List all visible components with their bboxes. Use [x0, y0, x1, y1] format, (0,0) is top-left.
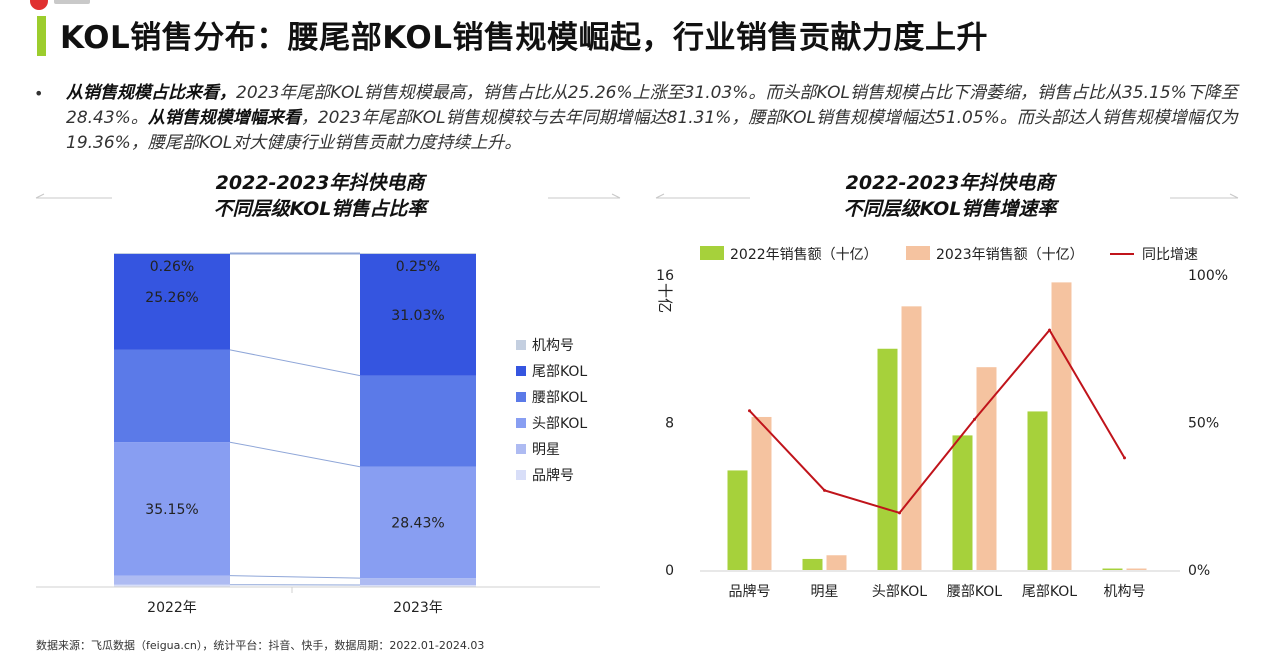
bar-2022年销售额（十亿）-头部KOL — [877, 348, 898, 570]
brand-logo-icon — [30, 0, 48, 10]
bar-2023年销售额（十亿）-明星 — [826, 555, 847, 570]
bar-segment-机构号-2023年 — [360, 253, 476, 254]
bar-segment-品牌号-2022年 — [114, 584, 230, 587]
bar-2022年销售额（十亿）-品牌号 — [727, 470, 748, 570]
y2-tick-label-0%: 0% — [1188, 563, 1210, 579]
bar-segment-尾部KOL-2023年 — [360, 253, 476, 376]
bar-segment-明星-2023年 — [360, 578, 476, 586]
legend-label-同比增速: 同比增速 — [1142, 247, 1198, 263]
summary-bold-1: 从销售规模占比来看， — [66, 83, 236, 103]
left-chart-title-line2: 不同层级KOL销售占比率 — [213, 198, 427, 220]
y-axis-label: 十亿 — [656, 283, 674, 313]
bar-segment-品牌号-2023年 — [360, 585, 476, 587]
bar-2023年销售额（十亿）-机构号 — [1126, 568, 1147, 570]
bar-segment-头部KOL-2022年 — [114, 442, 230, 576]
brand-logo-text — [54, 0, 90, 4]
left-chart-title: 2022-2023年抖快电商 不同层级KOL销售占比率 — [160, 170, 480, 222]
data-label-尾部KOL-2022年: 25.26% — [145, 290, 198, 306]
legend-swatch-2022年销售额（十亿） — [700, 246, 724, 260]
line-point-腰部KOL — [973, 417, 976, 421]
summary-bold-2: 从销售规模增幅来看 — [147, 108, 301, 128]
data-label-尾部KOL-2023年: 31.03% — [391, 308, 444, 324]
legend-label-2023年销售额（十亿）: 2023年销售额（十亿） — [936, 247, 1084, 263]
data-source-note: 数据来源：飞瓜数据（feigua.cn），统计平台：抖音、快手，数据周期：202… — [36, 639, 485, 652]
connector-line-头部KOL-3 — [229, 575, 361, 579]
legend-label-2022年销售额（十亿）: 2022年销售额（十亿） — [730, 247, 878, 263]
bar-segment-机构号-2022年 — [114, 253, 230, 254]
summary-text-1: 2023年尾部KOL销售规模最高，销售占比从25.26%上涨至31.03%。而头… — [66, 83, 1238, 128]
legend-label-头部KOL: 头部KOL — [532, 416, 587, 432]
right-chart-title-line2: 不同层级KOL销售增速率 — [843, 198, 1057, 220]
x-tick-label-2022年: 2022年 — [147, 600, 197, 616]
legend-swatch-机构号 — [516, 340, 526, 350]
line-point-明星 — [823, 488, 826, 492]
bar-segment-腰部KOL-2023年 — [360, 375, 476, 467]
line-point-头部KOL — [898, 511, 901, 515]
bar-2023年销售额（十亿）-腰部KOL — [976, 367, 997, 570]
bar-2023年销售额（十亿）-头部KOL — [901, 306, 922, 570]
legend-swatch-头部KOL — [516, 418, 526, 428]
legend-swatch-腰部KOL — [516, 392, 526, 402]
line-point-品牌号 — [748, 409, 751, 413]
data-label-头部KOL-2022年: 35.15% — [145, 502, 198, 518]
summary-text-2: ，2023年尾部KOL销售规模较与去年同期增幅达81.31%，腰部KOL销售规模… — [66, 108, 1238, 153]
line-series-同比增速 — [748, 328, 1126, 515]
left-title-arrow-right-head — [611, 193, 621, 199]
bar-segment-腰部KOL-2022年 — [114, 349, 230, 443]
title-accent-bar — [37, 16, 46, 56]
line-point-尾部KOL — [1048, 328, 1051, 332]
x-tick-label-品牌号: 品牌号 — [729, 583, 771, 600]
bar-2022年销售额（十亿）-尾部KOL — [1027, 411, 1048, 570]
connector-line-尾部KOL-1 — [229, 349, 361, 377]
bullet-point: • — [34, 84, 44, 103]
bar-2023年销售额（十亿）-尾部KOL — [1051, 282, 1072, 570]
data-label-头部KOL-2023年: 28.43% — [391, 515, 444, 531]
y-tick-label-8: 8 — [665, 416, 674, 432]
legend-swatch-2023年销售额（十亿） — [906, 246, 930, 260]
left-title-arrow-left-head — [35, 193, 45, 199]
connector-line-腰部KOL-2 — [229, 441, 361, 468]
bar-segment-头部KOL-2023年 — [360, 466, 476, 579]
bar-2022年销售额（十亿）-腰部KOL — [952, 435, 973, 570]
legend-swatch-品牌号 — [516, 470, 526, 480]
bar-2022年销售额（十亿）-明星 — [802, 558, 823, 570]
y-tick-label-0: 0 — [665, 563, 674, 579]
y2-tick-label-50%: 50% — [1188, 416, 1219, 432]
bar-segment-明星-2022年 — [114, 575, 230, 585]
legend-label-机构号: 机构号 — [532, 338, 574, 354]
x-tick-label-机构号: 机构号 — [1104, 584, 1146, 600]
legend-label-腰部KOL: 腰部KOL — [532, 390, 587, 406]
summary-paragraph: 从销售规模占比来看，2023年尾部KOL销售规模最高，销售占比从25.26%上涨… — [66, 81, 1241, 156]
x-tick-label-尾部KOL: 尾部KOL — [1022, 584, 1077, 600]
left-chart-title-line1: 2022-2023年抖快电商 — [215, 172, 425, 194]
y2-tick-label-100%: 100% — [1188, 268, 1228, 284]
x-tick-label-2023年: 2023年 — [393, 600, 443, 616]
legend-swatch-明星 — [516, 444, 526, 454]
legend-label-品牌号: 品牌号 — [532, 467, 574, 484]
bar-segment-尾部KOL-2022年 — [114, 253, 230, 350]
legend-swatch-尾部KOL — [516, 366, 526, 376]
legend-label-明星: 明星 — [532, 442, 560, 458]
data-label-机构号-2022年: 0.26% — [150, 259, 194, 275]
line-point-机构号 — [1123, 456, 1126, 460]
left-stacked-bar-chart: 0.26% 25.26% 35.15% 2022年 0.25% 31.03% 28.43% 2… — [35, 193, 621, 616]
legend-label-尾部KOL: 尾部KOL — [532, 364, 587, 380]
page-title: KOL销售分布：腰尾部KOL销售规模崛起，行业销售贡献力度上升 — [60, 20, 988, 56]
bar-2022年销售额（十亿）-机构号 — [1102, 568, 1123, 570]
x-tick-label-明星: 明星 — [811, 584, 839, 600]
right-title-arrow-right-head — [1229, 193, 1239, 199]
x-tick-label-腰部KOL: 腰部KOL — [947, 584, 1002, 600]
y-tick-label-16: 16 — [656, 268, 674, 284]
right-chart-title-line1: 2022-2023年抖快电商 — [845, 172, 1055, 194]
data-label-机构号-2023年: 0.25% — [396, 259, 440, 275]
right-title-arrow-left-head — [655, 193, 665, 199]
x-tick-label-头部KOL: 头部KOL — [872, 584, 927, 600]
right-chart-title: 2022-2023年抖快电商 不同层级KOL销售增速率 — [790, 170, 1110, 222]
bar-2023年销售额（十亿）-品牌号 — [751, 416, 772, 570]
